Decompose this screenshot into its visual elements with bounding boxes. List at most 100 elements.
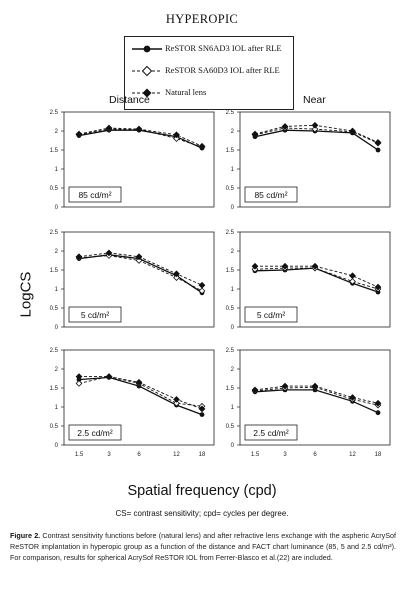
column-heading-near: Near xyxy=(303,94,326,106)
y-tick-label: 0 xyxy=(231,325,235,331)
csf-panel: 0 0.5 1 1.5 2 2.5 1.5 3 6 12 18 2.5 cd/m² xyxy=(226,348,391,458)
x-tick-label: 6 xyxy=(137,452,141,458)
data-point xyxy=(105,124,113,132)
y-tick-label: 0.5 xyxy=(50,424,59,430)
data-point xyxy=(75,373,83,380)
y-tick-label: 1.5 xyxy=(50,148,59,154)
data-point xyxy=(105,249,113,257)
x-axis-label: Spatial frequency (cpd) xyxy=(127,483,277,499)
csf-panel: 0 0.5 1 1.5 2 2.5 85 cd/m² xyxy=(50,110,215,211)
data-point xyxy=(374,399,382,407)
data-point xyxy=(75,253,83,261)
data-point xyxy=(311,382,319,390)
y-tick-label: 2 xyxy=(231,367,235,373)
data-point xyxy=(198,281,206,289)
y-tick-label: 0.5 xyxy=(50,306,59,312)
legend-entry-natural-lens: Natural lens xyxy=(125,86,293,100)
data-point xyxy=(173,270,180,278)
y-tick-label: 1 xyxy=(231,167,235,173)
luminance-label: 5 cd/m² xyxy=(257,310,286,320)
luminance-box xyxy=(244,306,298,323)
x-tick-label: 12 xyxy=(173,452,180,458)
data-point xyxy=(75,130,83,138)
x-tick-label: 1.5 xyxy=(75,452,84,458)
caption-text: Contrast sensitivity functions before (n… xyxy=(10,531,396,562)
filled-circle-line-icon xyxy=(132,45,162,53)
y-tick-label: 0 xyxy=(55,443,59,449)
csf-panel: 0 0.5 1 1.5 2 2.5 1.5 3 6 12 18 2.5 cd/m² xyxy=(50,348,215,458)
y-tick-label: 1 xyxy=(55,287,59,293)
data-point xyxy=(198,142,206,150)
y-tick-label: 1.5 xyxy=(226,148,235,154)
x-tick-label: 18 xyxy=(199,452,206,458)
x-tick-label: 1.5 xyxy=(251,452,260,458)
open-diamond-line-icon xyxy=(132,65,162,77)
y-tick-label: 0 xyxy=(231,205,235,211)
data-point xyxy=(349,272,356,280)
data-point xyxy=(374,283,382,291)
data-point xyxy=(199,412,205,417)
luminance-box xyxy=(68,186,122,203)
luminance-box xyxy=(68,424,122,441)
data-point xyxy=(349,278,356,285)
data-point xyxy=(105,373,113,380)
y-tick-label: 1.5 xyxy=(50,386,59,392)
y-tick-label: 2 xyxy=(231,249,235,255)
y-tick-label: 2 xyxy=(55,367,59,373)
luminance-box xyxy=(244,186,298,203)
y-tick-label: 0.5 xyxy=(226,186,235,192)
abbreviation-note: CS= contrast sensitivity; cpd= cycles pe… xyxy=(115,509,289,518)
data-point xyxy=(251,130,259,138)
data-point xyxy=(311,125,319,133)
data-point xyxy=(374,139,382,146)
x-tick-label: 3 xyxy=(107,452,111,458)
data-point xyxy=(135,125,143,133)
y-tick-label: 1.5 xyxy=(50,268,59,274)
legend-label: ReSTOR SN6AD3 IOL after RLE xyxy=(165,43,282,53)
luminance-box xyxy=(68,306,122,323)
luminance-box xyxy=(244,424,298,441)
data-point xyxy=(311,262,319,270)
y-tick-label: 2 xyxy=(55,249,59,255)
column-heading-distance: Distance xyxy=(109,94,150,106)
data-point xyxy=(281,123,289,130)
y-tick-label: 0.5 xyxy=(50,186,59,192)
data-point xyxy=(198,405,206,413)
y-tick-label: 1 xyxy=(231,287,235,293)
data-point xyxy=(281,382,289,390)
luminance-label: 2.5 cd/m² xyxy=(253,428,289,438)
luminance-label: 5 cd/m² xyxy=(81,310,110,320)
figure-title: HYPEROPIC xyxy=(165,12,239,26)
y-tick-label: 1 xyxy=(231,405,235,411)
data-point xyxy=(349,127,356,135)
csf-panel: 0 0.5 1 1.5 2 2.5 5 cd/m² xyxy=(226,230,391,331)
x-tick-label: 18 xyxy=(375,452,382,458)
csf-panel: 0 0.5 1 1.5 2 2.5 85 cd/m² xyxy=(226,110,391,211)
data-point xyxy=(173,131,180,139)
luminance-label: 2.5 cd/m² xyxy=(77,428,113,438)
y-tick-label: 1.5 xyxy=(226,386,235,392)
y-tick-label: 0 xyxy=(55,325,59,331)
luminance-label: 85 cd/m² xyxy=(78,190,111,200)
luminance-label: 85 cd/m² xyxy=(254,190,287,200)
y-tick-label: 2.5 xyxy=(50,110,59,116)
y-tick-label: 2.5 xyxy=(50,348,59,354)
data-point xyxy=(173,399,180,407)
legend-entry-sa60d3: ReSTOR SA60D3 IOL after RLE xyxy=(125,64,293,78)
y-tick-label: 0.5 xyxy=(226,424,235,430)
y-tick-label: 1.5 xyxy=(226,268,235,274)
legend-entry-sn6ad3: ReSTOR SN6AD3 IOL after RLE xyxy=(125,42,293,56)
y-tick-label: 2 xyxy=(55,129,59,135)
data-point xyxy=(135,378,143,386)
filled-diamond-line-icon xyxy=(132,88,162,98)
data-point xyxy=(349,394,356,401)
data-point xyxy=(198,287,206,295)
y-tick-label: 1 xyxy=(55,405,59,411)
data-point xyxy=(251,262,259,270)
data-point xyxy=(173,135,180,142)
y-tick-label: 2.5 xyxy=(50,230,59,236)
legend: ReSTOR SN6AD3 IOL after RLE ReSTOR SA60D… xyxy=(124,36,294,110)
y-tick-label: 0.5 xyxy=(226,306,235,312)
data-point xyxy=(75,380,83,387)
chart-grid: 0 0.5 1 1.5 2 2.5 85 cd/m² 0 0.5 1 1.5 2 2.5 85 cd/m²… xyxy=(50,110,391,458)
